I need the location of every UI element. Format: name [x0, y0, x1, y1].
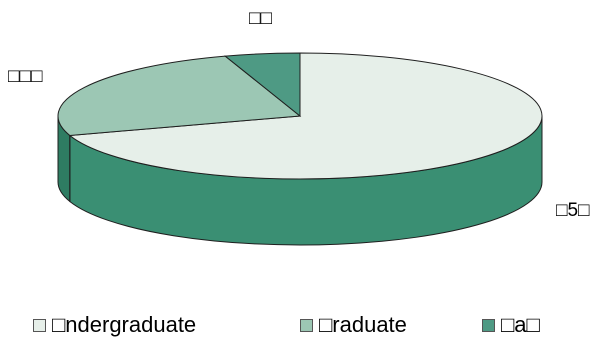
pie-chart: [57, 52, 543, 246]
legend-swatch-other: [482, 318, 495, 332]
legend-item-undergraduate: □ndergraduate: [33, 312, 196, 338]
pie-slice-0: [68, 52, 543, 180]
legend-swatch-graduate: [300, 318, 313, 332]
legend-swatch-undergraduate: [33, 318, 46, 332]
pie-slice-2: [223, 52, 301, 118]
slice-label-undergraduate: □5□: [556, 200, 590, 221]
legend: □ndergraduate □raduate □a□: [0, 312, 603, 339]
legend-item-graduate: □raduate: [300, 312, 407, 338]
slice-label-graduate: □□□: [8, 66, 43, 87]
legend-label-undergraduate: □ndergraduate: [52, 312, 197, 337]
legend-item-other: □a□: [482, 312, 540, 338]
pie-slice-1: [57, 55, 302, 136]
slice-label-other: □□: [249, 8, 272, 29]
legend-label-graduate: □raduate: [319, 312, 407, 337]
legend-label-other: □a□: [501, 312, 540, 337]
